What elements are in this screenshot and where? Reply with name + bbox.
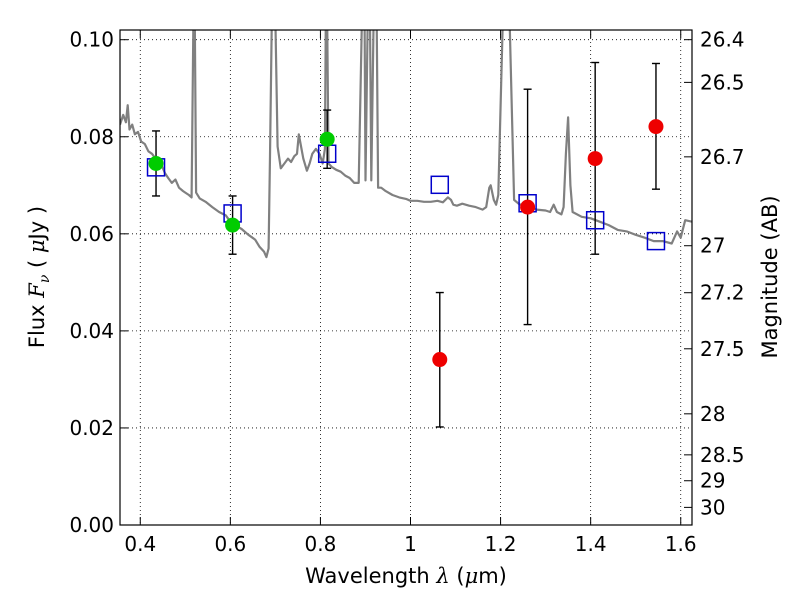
y-axis-label: Flux Fν ( μJy ) [25, 206, 53, 348]
observed-points [148, 119, 664, 368]
y-tick-label: 0.10 [69, 28, 114, 52]
model-point [646, 231, 666, 251]
y-tick-label: 0.08 [69, 125, 114, 149]
infrared-point [520, 199, 536, 215]
y-tick-label: 0.06 [69, 222, 114, 246]
y2-axis-label: Magnitude (AB) [758, 195, 782, 358]
axis-ticks: 0.4 0.6 0.8 1 1.2 1.4 1.6 0.00 0.02 0.04 0.06 0.08 0… [69, 28, 744, 556]
y-tick-label: 0.04 [69, 319, 114, 343]
mag-tick-label: 30 [700, 495, 725, 519]
infrared-point [587, 151, 603, 167]
mag-tick-label: 28 [700, 402, 725, 426]
plot-frame [119, 29, 693, 526]
infrared-point [432, 352, 448, 368]
error-bars [152, 61, 660, 428]
mag-tick-label: 26.4 [700, 28, 745, 52]
infrared-point [648, 119, 664, 135]
spectrum-line [120, 30, 692, 259]
optical-point [148, 155, 164, 171]
y-tick-label: 0.02 [69, 416, 114, 440]
x-tick-label: 0.8 [305, 532, 337, 556]
model-point [585, 210, 605, 230]
mag-tick-label: 27.2 [700, 281, 745, 305]
x-tick-label: 1.4 [575, 532, 607, 556]
x-axis-label: Wavelength λ (μm) [305, 564, 507, 588]
x-tick-label: 1.2 [485, 532, 517, 556]
y-tick-label: 0.00 [69, 513, 114, 537]
mag-tick-label: 27 [700, 234, 725, 258]
x-tick-label: 0.4 [124, 532, 156, 556]
model-points [146, 144, 666, 251]
plot-area [120, 30, 692, 428]
x-tick-label: 1.6 [665, 532, 697, 556]
x-tick-label: 0.6 [214, 532, 246, 556]
mag-tick-label: 29 [700, 469, 725, 493]
mag-tick-label: 27.5 [700, 337, 745, 361]
mag-tick-label: 26.5 [700, 70, 745, 94]
mag-tick-label: 26.7 [700, 145, 745, 169]
model-point [430, 175, 450, 195]
mag-tick-label: 28.5 [700, 443, 745, 467]
optical-point [319, 131, 335, 147]
optical-point [225, 217, 241, 233]
grid-lines [120, 30, 692, 526]
x-tick-label: 1 [404, 532, 417, 556]
